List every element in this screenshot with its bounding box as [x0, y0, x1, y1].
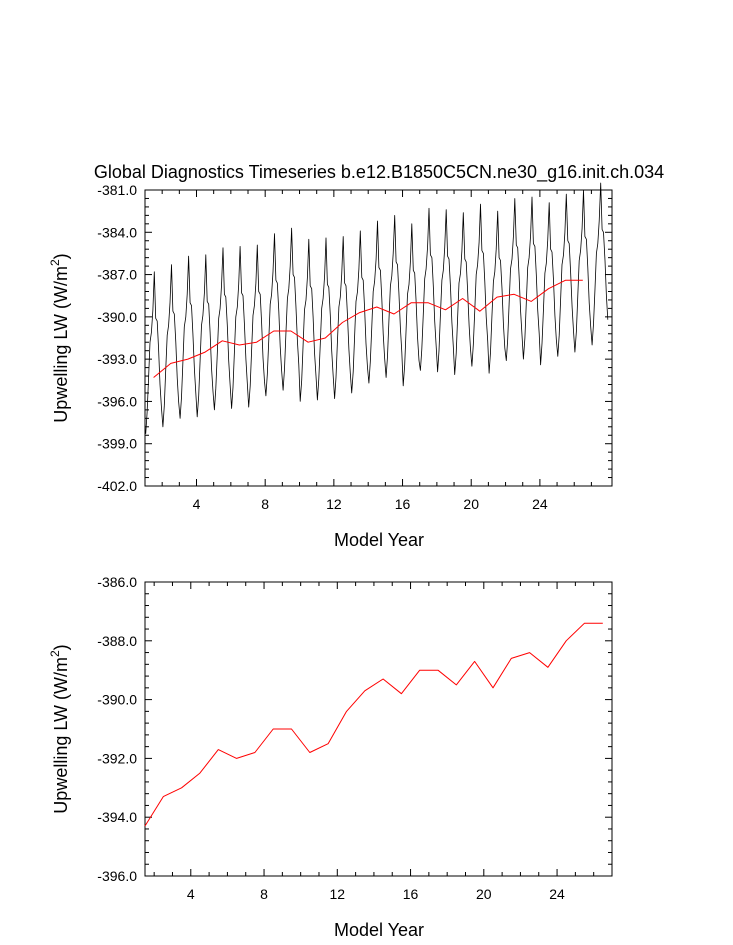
bottom-x-axis-label: Model Year	[334, 920, 424, 940]
bottom-ticks: 4 8 12 16 20 24 -396.0 -394.0 -392.0 -390.0 -388.0…	[97, 574, 613, 902]
bottom-y-axis-label-sup: 2	[48, 650, 62, 657]
bottom-xtick-label: 4	[187, 886, 195, 902]
top-series-annual-line	[153, 279, 583, 378]
bottom-xtick-label: 20	[476, 886, 492, 902]
bottom-y-axis-label-end: )	[51, 644, 71, 650]
top-ytick-label: -381.0	[97, 182, 137, 198]
bottom-xtick-label: 8	[260, 886, 268, 902]
top-series	[145, 182, 609, 434]
top-y-axis-label-end: )	[51, 253, 71, 259]
bottom-ytick-label: -390.0	[97, 692, 137, 708]
top-y-axis-label: Upwelling LW (W/m2)	[48, 253, 71, 422]
top-xtick-label: 12	[326, 496, 342, 512]
bottom-ytick-label: -392.0	[97, 750, 137, 766]
bottom-y-axis-label-main: Upwelling LW (W/m	[51, 657, 71, 814]
top-ticks: 4 8 12 16 20 24 -402.0 -399.0 -396.0 -393.0 -390.0…	[97, 182, 612, 512]
top-y-axis-label-main: Upwelling LW (W/m	[51, 266, 71, 423]
bottom-ytick-label: -388.0	[97, 633, 137, 649]
bottom-panel: 4 8 12 16 20 24 -396.0 -394.0 -392.0 -390.0 -388.0…	[48, 574, 613, 940]
bottom-xtick-label: 12	[330, 886, 346, 902]
bottom-ytick-label: -396.0	[97, 868, 137, 884]
top-ytick-label: -393.0	[97, 351, 137, 367]
top-x-axis-label: Model Year	[334, 530, 424, 550]
top-xtick-label: 4	[193, 496, 201, 512]
bottom-ytick-label: -386.0	[97, 574, 137, 590]
top-series-monthly-line	[145, 182, 609, 434]
top-plot-frame	[144, 189, 613, 487]
top-ytick-label: -387.0	[97, 267, 137, 283]
bottom-xtick-label: 16	[403, 886, 419, 902]
top-ytick-label: -402.0	[97, 478, 137, 494]
top-ytick-label: -390.0	[97, 309, 137, 325]
top-ytick-label: -384.0	[97, 224, 137, 240]
top-y-axis-label-sup: 2	[48, 259, 62, 266]
bottom-plot-frame	[144, 581, 613, 877]
top-panel: 4 8 12 16 20 24 -402.0 -399.0 -396.0 -393.0 -390.0…	[48, 182, 613, 550]
bottom-series	[144, 622, 603, 827]
bottom-series-annual-line	[144, 622, 603, 827]
figure-title: Global Diagnostics Timeseries b.e12.B185…	[94, 162, 664, 183]
bottom-ytick-label: -394.0	[97, 809, 137, 825]
top-xtick-label: 20	[463, 496, 479, 512]
top-xtick-label: 8	[261, 496, 269, 512]
top-ytick-label: -399.0	[97, 436, 137, 452]
top-ytick-label: -396.0	[97, 393, 137, 409]
bottom-y-axis-label: Upwelling LW (W/m2)	[48, 644, 71, 813]
bottom-xtick-label: 24	[549, 886, 565, 902]
top-xtick-label: 16	[395, 496, 411, 512]
top-xtick-label: 24	[532, 496, 548, 512]
